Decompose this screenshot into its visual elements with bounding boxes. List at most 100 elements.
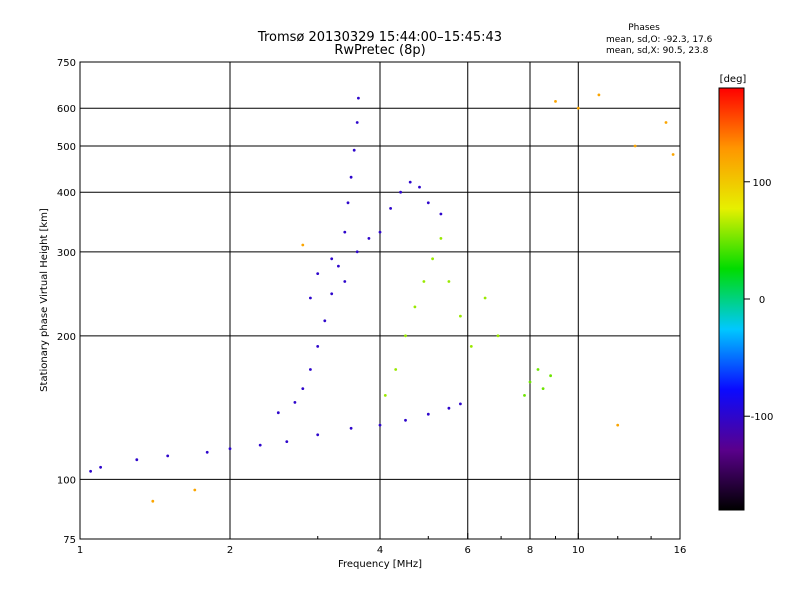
data-point [496,334,500,338]
data-point [228,447,232,451]
data-point [323,319,327,323]
y-tick-label: 200 [57,332,76,343]
data-point [439,212,443,216]
x-tick-label: 10 [572,545,585,556]
colorbar-tick-label: 100 [752,178,771,189]
data-point [404,418,407,422]
data-point [394,368,398,371]
data-point [301,387,305,390]
x-axis-label: Frequency [MHz] [338,559,422,570]
data-point [301,243,305,247]
y-tick-label: 100 [57,475,76,486]
data-point [447,406,451,410]
data-point [576,106,580,110]
data-point [383,394,387,397]
data-points [89,93,675,503]
data-point [349,426,353,430]
phases-header: Phases [628,23,660,33]
colorbar-ticks: 100 0 -100 [744,178,773,423]
data-point [285,440,289,443]
data-point [309,368,312,371]
data-point [389,207,392,210]
x-axis-ticks: 1 2 4 6 8 10 16 [77,533,687,556]
data-point [343,230,347,234]
data-point [426,201,430,205]
y-tick-label: 75 [63,535,76,546]
y-tick-label: 500 [57,142,76,153]
data-point [352,148,356,152]
y-axis-ticks: 75 100 200 300 400 500 600 750 [57,58,76,546]
data-point [541,387,545,390]
chart-title: Tromsø 20130329 15:44:00–15:45:43 [257,30,502,45]
y-tick-label: 300 [57,248,76,259]
data-point [469,345,473,348]
data-point [357,96,360,100]
x-tick-label: 16 [674,545,687,556]
data-point [418,185,421,189]
data-point [459,314,462,318]
data-point [89,469,92,473]
data-point [378,423,382,427]
data-point [426,412,430,416]
data-point [597,93,601,97]
data-point [367,237,371,240]
colorbar-tick-label: -100 [751,412,774,423]
data-point [330,257,334,261]
data-point [151,499,155,503]
data-point [431,257,434,261]
data-point [355,121,359,124]
data-point [343,280,347,283]
data-point [528,380,532,384]
colorbar-unit-label: [deg] [720,74,747,85]
data-point [337,264,340,268]
data-point [99,465,102,469]
data-point [316,433,320,437]
y-tick-label: 400 [57,188,76,199]
data-point [316,345,320,348]
data-point [413,305,417,309]
colorbar-tick-label: 0 [759,295,765,306]
data-point [399,190,402,194]
y-tick-label: 750 [57,58,76,69]
colorbar [718,87,745,511]
data-point [309,296,312,300]
y-axis-label: Stationary phase Virtual Height [km] [39,208,50,392]
y-tick-label: 600 [57,104,76,115]
x-tick-label: 4 [377,545,383,556]
data-point [459,402,462,406]
data-point [316,272,320,275]
phases-stat-x: mean, sd,X: 90.5, 23.8 [606,46,709,56]
data-point [404,334,407,338]
phases-stat-o: mean, sd,O: -92.3, 17.6 [606,35,713,45]
data-point [349,175,353,179]
data-point [633,144,637,148]
data-point [549,374,552,378]
data-point [293,401,297,404]
data-point [166,454,170,458]
data-point [483,296,487,300]
x-tick-label: 8 [527,545,533,556]
data-point [205,450,209,454]
data-point [135,458,139,462]
data-point [193,488,197,492]
data-point [536,368,540,371]
data-point [554,100,557,103]
x-tick-label: 6 [465,545,471,556]
x-tick-label: 2 [227,545,233,556]
data-point [408,180,412,184]
data-point [616,423,620,427]
x-tick-label: 1 [77,545,83,556]
data-point [355,250,359,254]
chart-subtitle: RwPretec (8p) [334,43,425,58]
data-point [378,230,382,234]
data-point [258,443,262,447]
data-point [447,280,451,283]
data-point [664,121,668,124]
data-point [346,201,350,205]
data-point [523,394,526,397]
data-point [330,292,334,296]
data-point [422,280,426,283]
data-point [439,237,443,240]
